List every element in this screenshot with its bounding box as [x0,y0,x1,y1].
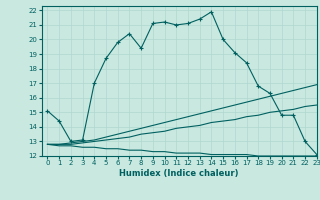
X-axis label: Humidex (Indice chaleur): Humidex (Indice chaleur) [119,169,239,178]
